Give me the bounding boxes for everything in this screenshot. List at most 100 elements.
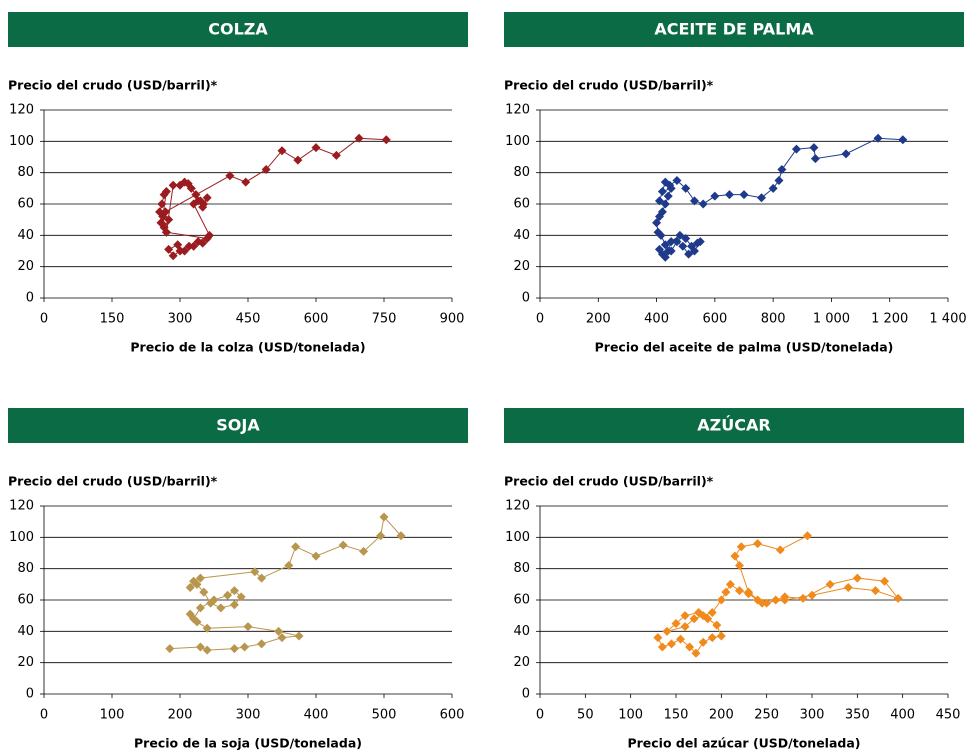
data-point: [791, 144, 801, 154]
data-point: [654, 196, 664, 206]
data-point: [240, 642, 250, 652]
data-point: [164, 244, 174, 254]
data-point: [716, 595, 726, 605]
data-point: [663, 191, 673, 201]
x-tick-label: 300: [236, 708, 261, 723]
data-point: [893, 593, 903, 603]
y-axis-label: Precio del crudo (USD/barril)*: [504, 78, 714, 93]
x-tick-label: 200: [586, 312, 611, 327]
data-point: [381, 135, 391, 145]
x-tick-label: 600: [702, 312, 727, 327]
data-point: [660, 252, 670, 262]
series-line: [159, 137, 387, 257]
y-tick-label: 60: [513, 593, 530, 608]
x-tick-label: 400: [304, 708, 329, 723]
data-point: [739, 190, 749, 200]
x-tick-label: 300: [800, 708, 825, 723]
data-point: [672, 237, 682, 247]
data-point: [898, 135, 908, 145]
data-point: [756, 193, 766, 203]
y-axis-label: Precio del crudo (USD/barril)*: [8, 474, 218, 489]
data-point: [284, 561, 294, 571]
data-point: [189, 614, 199, 624]
data-point: [716, 631, 726, 641]
x-tick-label: 600: [304, 312, 329, 327]
data-point: [841, 149, 851, 159]
y-tick-label: 0: [26, 687, 34, 702]
y-tick-label: 120: [9, 103, 34, 118]
data-point: [712, 620, 722, 630]
data-point: [229, 586, 239, 596]
data-point: [157, 199, 167, 209]
y-tick-label: 20: [17, 259, 34, 274]
data-point: [202, 193, 212, 203]
data-point: [689, 196, 699, 206]
data-point: [734, 586, 744, 596]
data-point: [229, 644, 239, 654]
data-point: [241, 177, 251, 187]
x-tick-label: 300: [168, 312, 193, 327]
data-point: [250, 567, 260, 577]
data-point: [825, 579, 835, 589]
x-tick-label: 800: [761, 312, 786, 327]
x-tick-label: 150: [100, 312, 125, 327]
panel-header: [504, 12, 964, 47]
x-tick-label: 600: [440, 708, 465, 723]
y-tick-label: 80: [17, 561, 34, 576]
y-tick-label: 80: [513, 561, 530, 576]
y-tick-label: 20: [17, 655, 34, 670]
y-tick-label: 0: [26, 291, 34, 306]
y-tick-label: 60: [17, 197, 34, 212]
data-point: [216, 603, 226, 613]
data-point: [807, 590, 817, 600]
y-tick-label: 60: [513, 197, 530, 212]
data-point: [707, 608, 717, 618]
data-point: [354, 133, 364, 143]
x-tick-label: 350: [845, 708, 870, 723]
y-tick-label: 100: [505, 530, 530, 545]
data-point: [198, 202, 208, 212]
data-point: [653, 633, 663, 643]
data-point: [802, 531, 812, 541]
y-tick-label: 40: [17, 228, 34, 243]
y-tick-label: 40: [17, 624, 34, 639]
data-point: [236, 592, 246, 602]
data-point: [199, 587, 209, 597]
data-point: [680, 611, 690, 621]
y-tick-label: 0: [522, 291, 530, 306]
data-point: [311, 551, 321, 561]
y-tick-label: 100: [9, 134, 34, 149]
data-point: [698, 637, 708, 647]
data-point: [736, 542, 746, 552]
data-point: [195, 642, 205, 652]
data-point: [775, 545, 785, 555]
y-tick-label: 80: [513, 165, 530, 180]
data-point: [185, 582, 195, 592]
data-point: [158, 219, 168, 229]
y-tick-label: 100: [9, 530, 34, 545]
x-tick-label: 1 200: [871, 312, 908, 327]
data-point: [257, 639, 267, 649]
data-point: [721, 587, 731, 597]
x-axis-label: Precio del aceite de palma (USD/tonelada…: [595, 340, 894, 355]
x-tick-label: 200: [168, 708, 193, 723]
data-point: [261, 165, 271, 175]
data-point: [810, 154, 820, 164]
data-point: [168, 251, 178, 261]
x-axis-label: Precio del azúcar (USD/tonelada): [627, 736, 860, 751]
data-point: [161, 227, 171, 237]
panel-title: ACEITE DE PALMA: [654, 20, 814, 39]
data-point: [662, 626, 672, 636]
data-point: [293, 155, 303, 165]
data-point: [225, 171, 235, 181]
x-tick-label: 400: [890, 708, 915, 723]
data-point: [186, 183, 196, 193]
data-point: [698, 611, 708, 621]
data-point: [666, 246, 676, 256]
data-point: [725, 579, 735, 589]
x-tick-label: 100: [618, 708, 643, 723]
data-point: [165, 644, 175, 654]
data-point: [734, 561, 744, 571]
data-point: [684, 249, 694, 259]
